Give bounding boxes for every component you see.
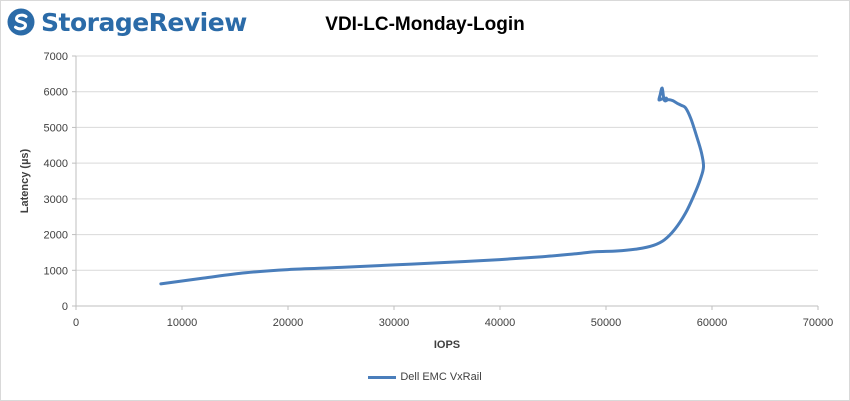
series-line-0	[159, 86, 706, 286]
x-tick-label: 30000	[379, 317, 410, 329]
y-tick-label: 2000	[44, 230, 68, 242]
axes	[72, 55, 819, 310]
logo-text: StorageReview	[41, 7, 247, 37]
legend: Dell EMC VxRail	[0, 371, 850, 383]
y-tick-label: 1000	[44, 265, 68, 277]
legend-swatch	[368, 375, 397, 379]
x-tick-label: 0	[73, 317, 79, 329]
y-tick-label: 6000	[44, 87, 68, 99]
x-tick-label: 70000	[803, 317, 834, 329]
series-group	[159, 86, 706, 286]
y-axis-label: Latency (µs)	[19, 148, 31, 213]
y-tick-label: 5000	[44, 122, 68, 134]
y-tick-label: 3000	[44, 194, 68, 206]
y-tick-label: 0	[62, 301, 68, 313]
x-tick-label: 20000	[273, 317, 304, 329]
storagereview-logo: StorageReview	[6, 4, 247, 40]
x-axis-label: IOPS	[434, 339, 460, 351]
gridlines	[76, 55, 818, 271]
x-tick-label: 10000	[167, 317, 198, 329]
x-tick-label: 50000	[591, 317, 622, 329]
x-tick-labels: 0 10000 20000 30000 40000 50000 60000 70000	[73, 317, 833, 329]
storagereview-logo-icon	[7, 8, 35, 36]
x-tick-label: 60000	[697, 317, 728, 329]
x-tick-label: 40000	[485, 317, 516, 329]
y-tick-label: 4000	[44, 158, 68, 170]
legend-label: Dell EMC VxRail	[400, 371, 482, 383]
y-tick-label: 7000	[44, 51, 68, 63]
chart-title: VDI-LC-Monday-Login	[325, 14, 525, 35]
y-tick-labels: 0 1000 2000 3000 4000 5000 6000 7000	[44, 51, 68, 313]
